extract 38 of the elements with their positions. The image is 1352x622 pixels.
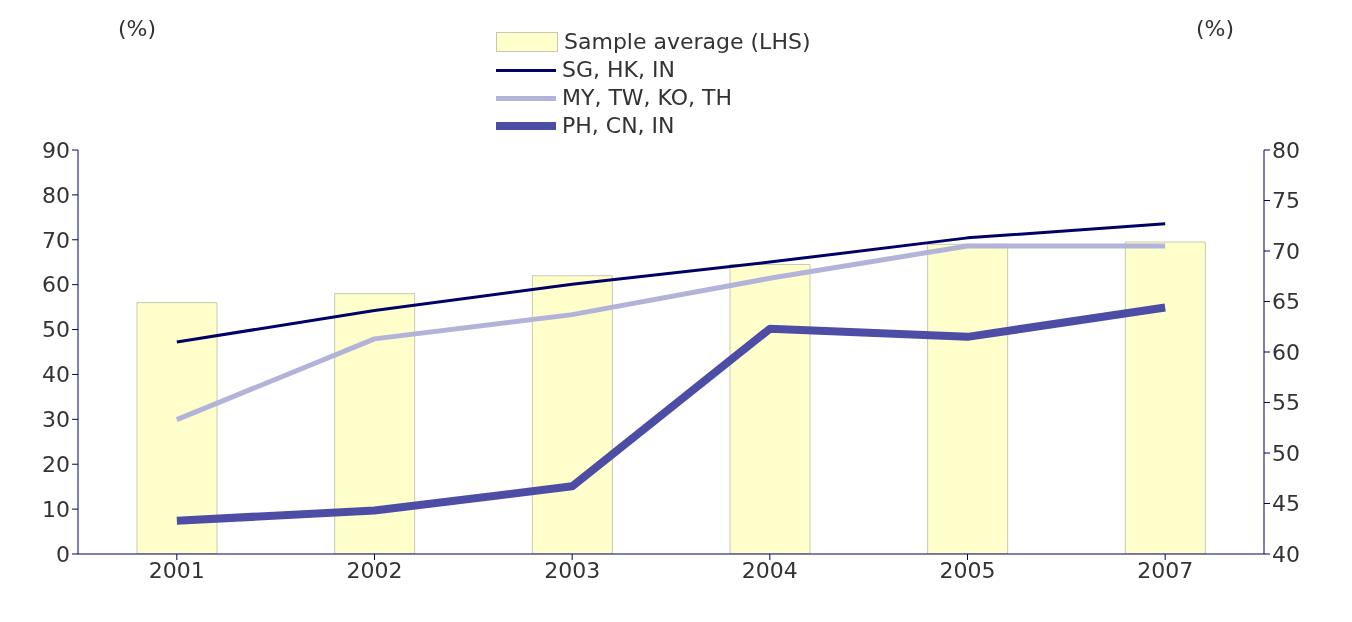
y-tick-label: 80 <box>42 182 70 208</box>
y-tick-label: 10 <box>42 496 70 522</box>
legend-label: SG, HK, IN <box>562 56 675 84</box>
y2-tick-label: 40 <box>1272 541 1300 567</box>
legend-label: MY, TW, KO, TH <box>562 84 733 112</box>
y-axis-title: (%) <box>118 16 157 41</box>
y2-axis-title: (%) <box>1195 16 1234 41</box>
bar <box>729 263 811 554</box>
bar <box>136 302 218 554</box>
y-tick-label: 20 <box>42 452 70 478</box>
bar <box>927 243 1009 554</box>
y2-tick-label: 80 <box>1272 137 1300 163</box>
bar <box>334 293 416 554</box>
y2-tick-label: 50 <box>1272 440 1300 466</box>
y-tick-label: 70 <box>42 227 70 253</box>
line-series <box>175 222 1167 344</box>
bar <box>1124 241 1206 554</box>
y-tick-label: 60 <box>42 272 70 298</box>
y2-tick-label: 45 <box>1272 491 1300 517</box>
legend-label: PH, CN, IN <box>562 112 675 140</box>
y2-tick-label: 60 <box>1272 339 1300 365</box>
y-tick-label: 0 <box>56 541 70 567</box>
y-tick-label: 90 <box>42 137 70 163</box>
x-tick-label: 2002 <box>346 557 403 583</box>
x-tick-label: 2005 <box>939 557 996 583</box>
y-tick-label: 30 <box>42 407 70 433</box>
y2-tick-label: 75 <box>1272 188 1300 214</box>
legend-label: Sample average (LHS) <box>564 28 811 56</box>
x-tick-label: 2007 <box>1137 557 1194 583</box>
y2-tick-label: 65 <box>1272 289 1300 315</box>
y2-tick-label: 55 <box>1272 390 1300 416</box>
y2-tick-label: 70 <box>1272 238 1300 264</box>
x-tick-label: 2003 <box>544 557 601 583</box>
x-tick-label: 2001 <box>148 557 205 583</box>
bar <box>531 275 613 554</box>
y-tick-label: 50 <box>42 317 70 343</box>
y-tick-label: 40 <box>42 362 70 388</box>
x-tick-label: 2004 <box>741 557 798 583</box>
